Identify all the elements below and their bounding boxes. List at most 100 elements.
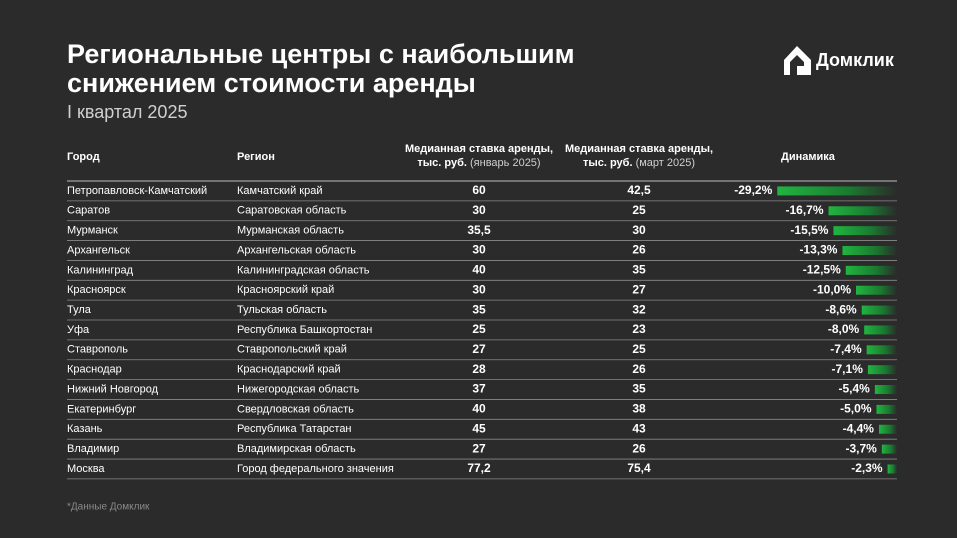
- rate-jan: 30: [472, 203, 486, 217]
- bar: [777, 186, 897, 196]
- bar: [874, 385, 897, 395]
- rate-mar: 25: [632, 342, 646, 356]
- title-line: снижением стоимости аренды: [67, 68, 476, 98]
- rate-jan: 60: [472, 183, 486, 197]
- column-header: Медианная ставка аренды,: [565, 143, 713, 155]
- region: Ставропольский край: [237, 344, 347, 356]
- region: Город федерального значения: [237, 463, 394, 475]
- value-label: -5,0%: [840, 402, 872, 416]
- rate-mar: 27: [632, 282, 646, 296]
- region: Свердловская область: [237, 403, 354, 415]
- rate-jan: 77,2: [467, 461, 491, 475]
- value-label: -2,3%: [851, 461, 883, 475]
- city: Краснодар: [67, 364, 122, 376]
- rate-mar: 75,4: [627, 461, 651, 475]
- region: Краснодарский край: [237, 364, 341, 376]
- rate-mar: 43: [632, 421, 646, 435]
- city: Нижний Новгород: [67, 383, 159, 395]
- footnote: *Данные Домклик: [67, 502, 150, 513]
- rate-mar: 26: [632, 243, 646, 257]
- city: Калининград: [67, 264, 134, 276]
- bar: [842, 246, 897, 256]
- bar: [866, 345, 897, 355]
- rate-mar: 26: [632, 362, 646, 376]
- column-header: Регион: [237, 151, 275, 163]
- rate-mar: 30: [632, 223, 646, 237]
- city: Красноярск: [67, 284, 126, 296]
- value-label: -7,1%: [832, 362, 864, 376]
- city: Уфа: [67, 324, 90, 336]
- city: Тула: [67, 304, 92, 316]
- city: Ставрополь: [67, 344, 128, 356]
- value-label: -3,7%: [845, 441, 877, 455]
- column-header-note: (март 2025): [636, 157, 695, 169]
- title-line: Региональные центры с наибольшим: [67, 39, 575, 69]
- city: Петропавловск-Камчатский: [67, 185, 207, 197]
- city: Мурманск: [67, 225, 118, 237]
- bar: [833, 226, 897, 236]
- column-header-note: (январь 2025): [470, 157, 541, 169]
- table: Город Регион Медианная ставка аренды, тыс. …: [67, 143, 897, 480]
- value-label: -15,5%: [790, 223, 828, 237]
- value-label: -5,4%: [839, 382, 871, 396]
- column-header: Город: [67, 151, 100, 163]
- city: Саратов: [67, 205, 110, 217]
- city: Владимир: [67, 443, 119, 455]
- bar: [887, 464, 897, 474]
- region: Камчатский край: [237, 185, 322, 197]
- rate-mar: 26: [632, 441, 646, 455]
- column-header: тыс. руб. (март 2025): [583, 157, 695, 169]
- rate-mar: 42,5: [627, 183, 651, 197]
- value-label: -10,0%: [813, 282, 851, 296]
- value-label: -4,4%: [843, 421, 875, 435]
- city: Архангельск: [67, 244, 130, 256]
- bar: [828, 206, 897, 216]
- region: Красноярский край: [237, 284, 334, 296]
- column-header: Динамика: [781, 151, 836, 163]
- rate-mar: 35: [632, 263, 646, 277]
- bar: [861, 305, 897, 315]
- region: Республика Башкортостан: [237, 324, 372, 336]
- rate-jan: 40: [472, 402, 486, 416]
- rate-mar: 38: [632, 402, 646, 416]
- bar: [878, 424, 897, 434]
- rate-jan: 35: [472, 302, 486, 316]
- rate-mar: 25: [632, 203, 646, 217]
- region: Калининградская область: [237, 264, 370, 276]
- region: Саратовская область: [237, 205, 347, 217]
- rate-jan: 45: [472, 421, 486, 435]
- region: Мурманская область: [237, 225, 344, 237]
- logo-text: Домклик: [816, 50, 895, 70]
- value-label: -29,2%: [734, 183, 772, 197]
- rate-jan: 27: [472, 441, 486, 455]
- column-header: Медианная ставка аренды,: [405, 143, 553, 155]
- value-label: -16,7%: [785, 203, 823, 217]
- region: Владимирская область: [237, 443, 356, 455]
- rate-jan: 27: [472, 342, 486, 356]
- rate-jan: 40: [472, 263, 486, 277]
- rate-jan: 25: [472, 322, 486, 336]
- bar: [856, 285, 897, 295]
- region: Тульская область: [237, 304, 327, 316]
- column-header-unit: тыс. руб.: [417, 157, 467, 169]
- city: Москва: [67, 463, 105, 475]
- subtitle: I квартал 2025: [67, 102, 187, 122]
- bar: [867, 365, 897, 375]
- rate-jan: 37: [472, 382, 486, 396]
- bar: [864, 325, 897, 335]
- region: Архангельская область: [237, 244, 356, 256]
- rate-jan: 35,5: [467, 223, 491, 237]
- logo-icon: [784, 46, 811, 75]
- logo: Домклик: [784, 46, 895, 75]
- value-label: -8,0%: [828, 322, 860, 336]
- value-label: -12,5%: [803, 263, 841, 277]
- value-label: -7,4%: [830, 342, 862, 356]
- city: Екатеринбург: [67, 403, 136, 415]
- city: Казань: [67, 423, 103, 435]
- column-header: тыс. руб. (январь 2025): [417, 157, 540, 169]
- region: Республика Татарстан: [237, 423, 352, 435]
- bar: [845, 265, 897, 275]
- rate-jan: 30: [472, 243, 486, 257]
